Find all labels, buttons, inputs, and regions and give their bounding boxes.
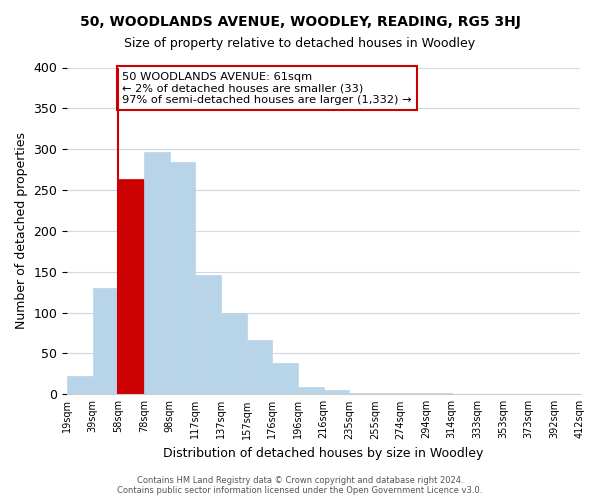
Y-axis label: Number of detached properties: Number of detached properties: [15, 132, 28, 330]
Text: 50, WOODLANDS AVENUE, WOODLEY, READING, RG5 3HJ: 50, WOODLANDS AVENUE, WOODLEY, READING, …: [80, 15, 520, 29]
Bar: [221, 314, 247, 394]
Bar: [93, 288, 118, 395]
Bar: [272, 364, 298, 394]
Text: Contains HM Land Registry data © Crown copyright and database right 2024.
Contai: Contains HM Land Registry data © Crown c…: [118, 476, 482, 495]
Bar: [426, 392, 452, 394]
Bar: [349, 392, 375, 394]
Bar: [401, 392, 426, 394]
Bar: [118, 180, 144, 394]
Bar: [170, 162, 196, 394]
Text: Size of property relative to detached houses in Woodley: Size of property relative to detached ho…: [124, 38, 476, 51]
Bar: [375, 392, 401, 394]
Bar: [247, 340, 272, 394]
Bar: [144, 152, 170, 394]
Text: 50 WOODLANDS AVENUE: 61sqm
← 2% of detached houses are smaller (33)
97% of semi-: 50 WOODLANDS AVENUE: 61sqm ← 2% of detac…: [122, 72, 412, 105]
Bar: [196, 275, 221, 394]
Bar: [323, 390, 349, 394]
Bar: [298, 387, 323, 394]
Bar: [67, 376, 93, 394]
X-axis label: Distribution of detached houses by size in Woodley: Distribution of detached houses by size …: [163, 447, 484, 460]
